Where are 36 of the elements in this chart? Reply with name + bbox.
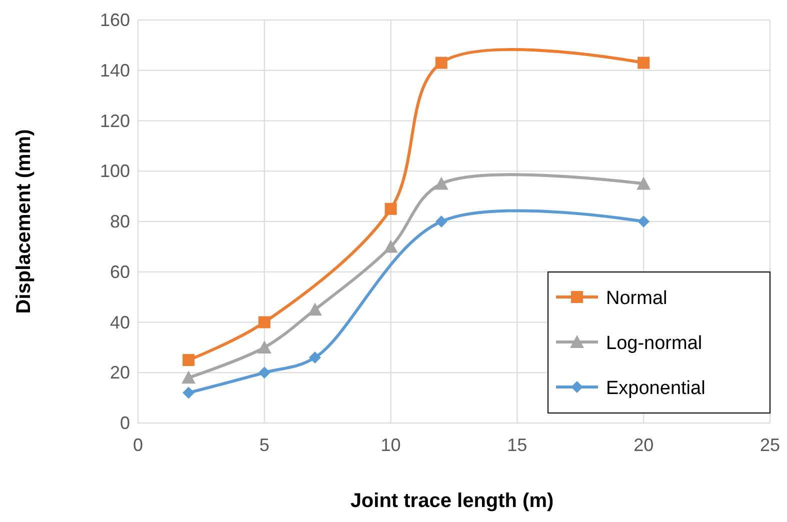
point xyxy=(384,240,398,253)
point xyxy=(435,216,448,228)
point xyxy=(435,56,448,69)
point xyxy=(258,366,270,379)
point xyxy=(308,352,321,364)
x-tick-label: 15 xyxy=(507,435,528,455)
point xyxy=(258,316,270,328)
y-tick-label: 120 xyxy=(100,110,130,131)
x-tick-label: 20 xyxy=(634,435,654,455)
point xyxy=(182,386,195,399)
x-axis-title: Joint trace length (m) xyxy=(350,490,554,512)
point xyxy=(182,370,196,384)
y-tick-label: 100 xyxy=(100,161,130,182)
point xyxy=(308,302,322,316)
point xyxy=(638,216,650,228)
y-tick-label: 140 xyxy=(100,60,130,80)
x-tick-label: 5 xyxy=(259,435,270,455)
point xyxy=(636,176,651,190)
y-tick-label: 20 xyxy=(110,362,130,383)
legend-label: Normal xyxy=(606,288,668,309)
point xyxy=(384,202,397,215)
point xyxy=(257,340,272,354)
point xyxy=(182,354,195,366)
y-axis-title: Displacement (mm) xyxy=(13,129,35,314)
point xyxy=(434,176,448,190)
x-tick-label: 10 xyxy=(380,435,401,455)
x-tick-label: 25 xyxy=(760,435,780,455)
legend-label: Log-normal xyxy=(606,333,702,354)
point xyxy=(638,56,650,69)
y-tick-label: 160 xyxy=(100,10,130,30)
legend-label: Exponential xyxy=(606,378,706,399)
y-tick-label: 40 xyxy=(110,312,130,332)
x-tick-label: 0 xyxy=(132,435,144,455)
y-tick-label: 60 xyxy=(110,262,130,282)
y-tick-label: 0 xyxy=(120,413,130,433)
y-tick-label: 80 xyxy=(110,212,130,232)
